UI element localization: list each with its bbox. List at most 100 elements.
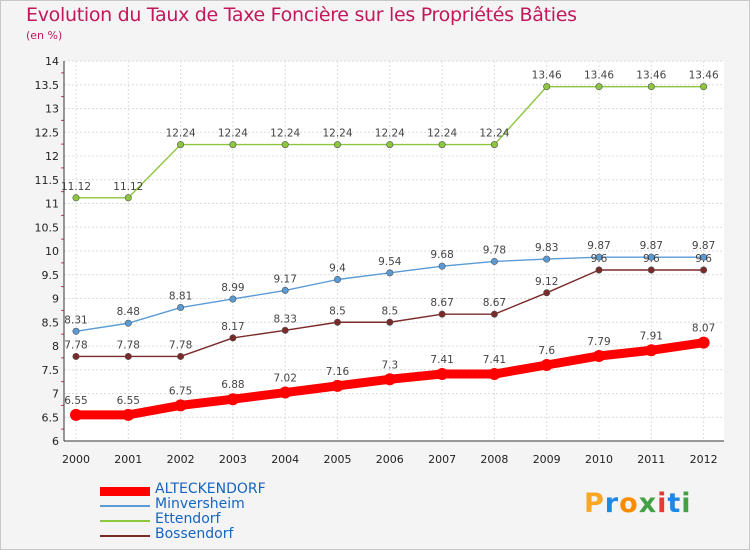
data-point: [72, 194, 80, 202]
data-label: 13.46: [689, 70, 719, 82]
data-label: 7.41: [430, 354, 453, 366]
x-tick-label: 2009: [533, 453, 561, 466]
x-tick-label: 2007: [428, 453, 456, 466]
data-label: 8.67: [483, 297, 506, 309]
data-point: [279, 386, 292, 399]
data-label: 7.78: [117, 339, 140, 351]
data-point: [229, 295, 237, 303]
x-tick-label: 2000: [62, 453, 90, 466]
logo-letter: i: [657, 488, 668, 519]
data-point: [124, 194, 132, 202]
data-label: 9.12: [535, 276, 558, 288]
data-label: 8.5: [381, 305, 398, 317]
data-label: 7.3: [381, 359, 398, 371]
data-point: [281, 326, 289, 334]
data-point: [543, 83, 551, 91]
data-point: [226, 393, 239, 406]
y-tick-label: 7: [52, 388, 59, 401]
data-point: [124, 319, 132, 327]
data-label: 13.46: [636, 70, 666, 82]
data-label: 11.12: [113, 181, 143, 193]
data-label: 6.75: [169, 385, 192, 397]
data-point: [72, 352, 80, 360]
legend-label: Bossendorf: [155, 526, 234, 542]
x-tick-label: 2011: [637, 453, 665, 466]
data-point: [72, 327, 80, 335]
y-tick-label: 13.5: [35, 79, 60, 92]
y-tick-label: 11.5: [35, 174, 60, 187]
data-point: [386, 141, 394, 149]
data-label: 12.24: [166, 128, 196, 140]
data-label: 8.5: [329, 305, 346, 317]
data-label: 12.24: [479, 128, 509, 140]
data-point: [647, 83, 655, 91]
proxiti-logo: Proxiti: [584, 488, 692, 519]
data-label: 9.78: [483, 244, 506, 256]
data-label: 11.12: [61, 181, 91, 193]
data-point: [122, 408, 135, 421]
data-point: [647, 266, 655, 274]
data-point: [595, 266, 603, 274]
data-label: 12.24: [218, 128, 248, 140]
x-tick-label: 2004: [271, 453, 299, 466]
legend-swatch: [100, 486, 150, 496]
axes: 6 6.5 7 7.5 8 8.5 9 9.5 10 10.5 11 11.5 12 12.5 13 13.5…: [35, 55, 724, 466]
y-tick-label: 6: [52, 435, 59, 448]
data-label: 9.6: [643, 253, 660, 265]
data-label: 8.67: [430, 297, 453, 309]
data-point: [595, 83, 603, 91]
y-tick-label: 14: [45, 55, 59, 68]
y-tick-label: 9: [52, 293, 59, 306]
data-label: 7.91: [640, 330, 663, 342]
data-point: [540, 359, 553, 371]
data-point: [177, 304, 185, 312]
data-point: [700, 83, 708, 91]
logo-letter: i: [681, 488, 692, 519]
x-tick-label: 2001: [114, 453, 142, 466]
data-label: 8.07: [692, 323, 715, 335]
legend-label: Minversheim: [155, 496, 245, 512]
data-label: 8.17: [221, 321, 244, 333]
data-label: 7.79: [587, 336, 610, 348]
grid-lines: [64, 60, 724, 442]
data-labels: 11.12 11.12 12.24 12.24 12.24 12.24 12.24 12.24…: [61, 70, 719, 407]
data-point: [333, 141, 341, 149]
data-label: 9.87: [587, 240, 610, 252]
logo-letter: r: [604, 488, 620, 519]
data-label: 9.17: [274, 273, 297, 285]
y-tick-label: 10.5: [35, 221, 60, 234]
data-point: [543, 255, 551, 263]
data-label: 12.24: [427, 128, 457, 140]
y-tick-label: 9.5: [42, 269, 60, 282]
data-point: [333, 275, 341, 283]
series-group: [70, 83, 710, 421]
data-point: [331, 379, 344, 392]
data-point: [70, 408, 82, 421]
y-tick-label: 12: [45, 150, 59, 163]
data-point: [436, 368, 449, 381]
chart-title: Evolution du Taux de Taxe Foncière sur l…: [26, 4, 577, 26]
data-label: 7.02: [274, 373, 297, 385]
data-point: [281, 286, 289, 294]
x-tick-label: 2002: [167, 453, 195, 466]
data-point: [124, 352, 132, 360]
data-label: 9.6: [695, 253, 712, 265]
data-point: [697, 336, 710, 349]
data-point: [647, 253, 655, 261]
legend-label: Ettendorf: [155, 511, 221, 527]
data-point: [229, 141, 237, 149]
y-tick-label: 6.5: [42, 411, 60, 424]
data-point: [386, 269, 394, 277]
x-tick-label: 2005: [324, 453, 352, 466]
data-label: 7.41: [483, 354, 506, 366]
data-label: 6.55: [117, 395, 140, 407]
data-point: [700, 266, 708, 274]
data-label: 9.6: [591, 253, 608, 265]
data-label: 9.4: [329, 263, 346, 275]
logo-letter: t: [667, 488, 682, 519]
y-tick-label: 13: [45, 103, 59, 116]
data-point: [333, 318, 341, 326]
data-label: 9.87: [640, 240, 663, 252]
data-point: [386, 318, 394, 326]
data-point: [281, 141, 289, 149]
